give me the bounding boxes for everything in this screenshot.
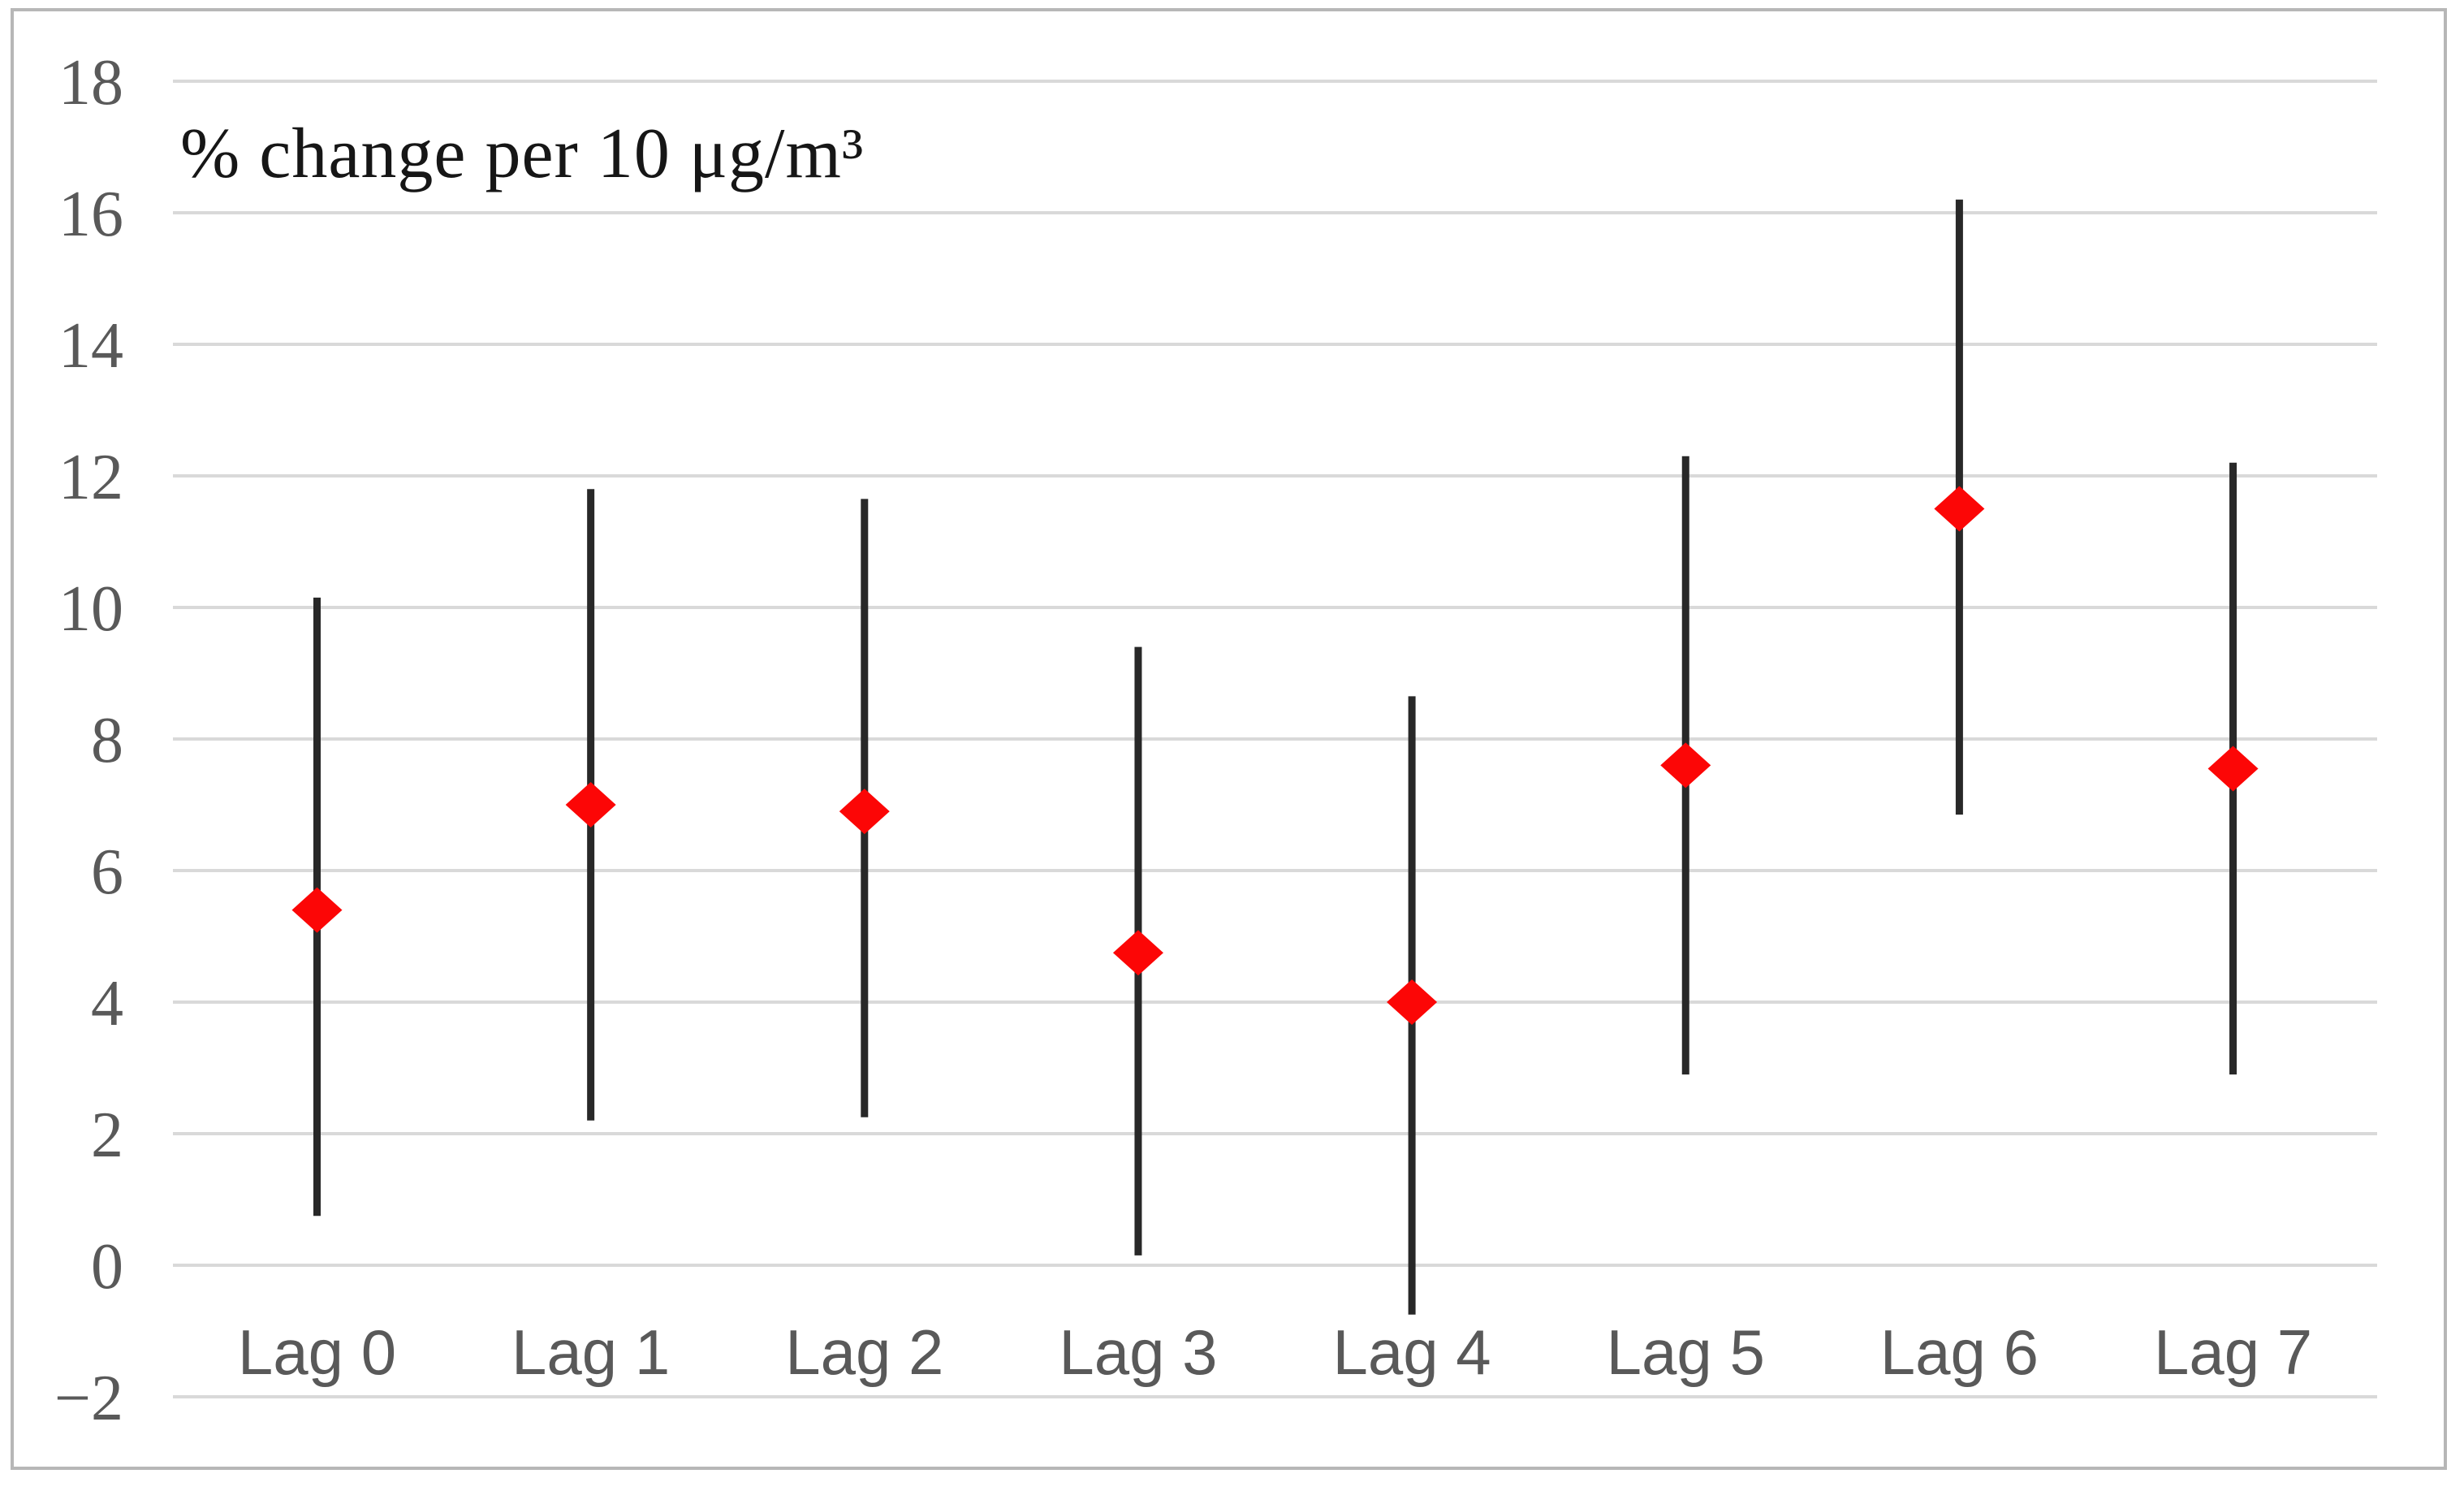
y-tick-label: 6 [91,836,123,908]
estimate-marker [1660,742,1711,789]
x-category-label: Lag 7 [2154,1316,2312,1388]
estimate-marker [565,782,616,828]
x-category-label: Lag 5 [1607,1316,1765,1388]
x-category-label: Lag 1 [511,1316,670,1388]
x-category-label: Lag 3 [1059,1316,1217,1388]
estimate-marker [1934,486,1985,532]
y-tick-label: 16 [58,179,123,250]
y-tick-label: 14 [58,310,123,382]
y-tick-label: 10 [58,573,123,645]
estimate-marker [1387,979,1438,1025]
y-tick-label: 2 [91,1100,123,1171]
chart-title: % change per 10 μg/m³ [180,115,865,193]
figure-frame-border [11,8,2447,1470]
x-category-label: Lag 6 [1880,1316,2039,1388]
x-category-label: Lag 4 [1332,1316,1491,1388]
estimate-marker [839,789,890,835]
y-tick-label: 4 [91,968,123,1039]
y-tick-label: 18 [58,47,123,119]
y-tick-label: 0 [91,1231,123,1303]
estimate-marker [1112,930,1163,976]
y-tick-label: 12 [58,442,123,513]
y-tick-label: 8 [91,705,123,776]
estimate-marker [2207,746,2259,792]
estimate-marker [291,887,343,933]
x-category-label: Lag 0 [238,1316,396,1388]
y-tick-label: −2 [54,1363,123,1434]
x-category-label: Lag 2 [785,1316,943,1388]
